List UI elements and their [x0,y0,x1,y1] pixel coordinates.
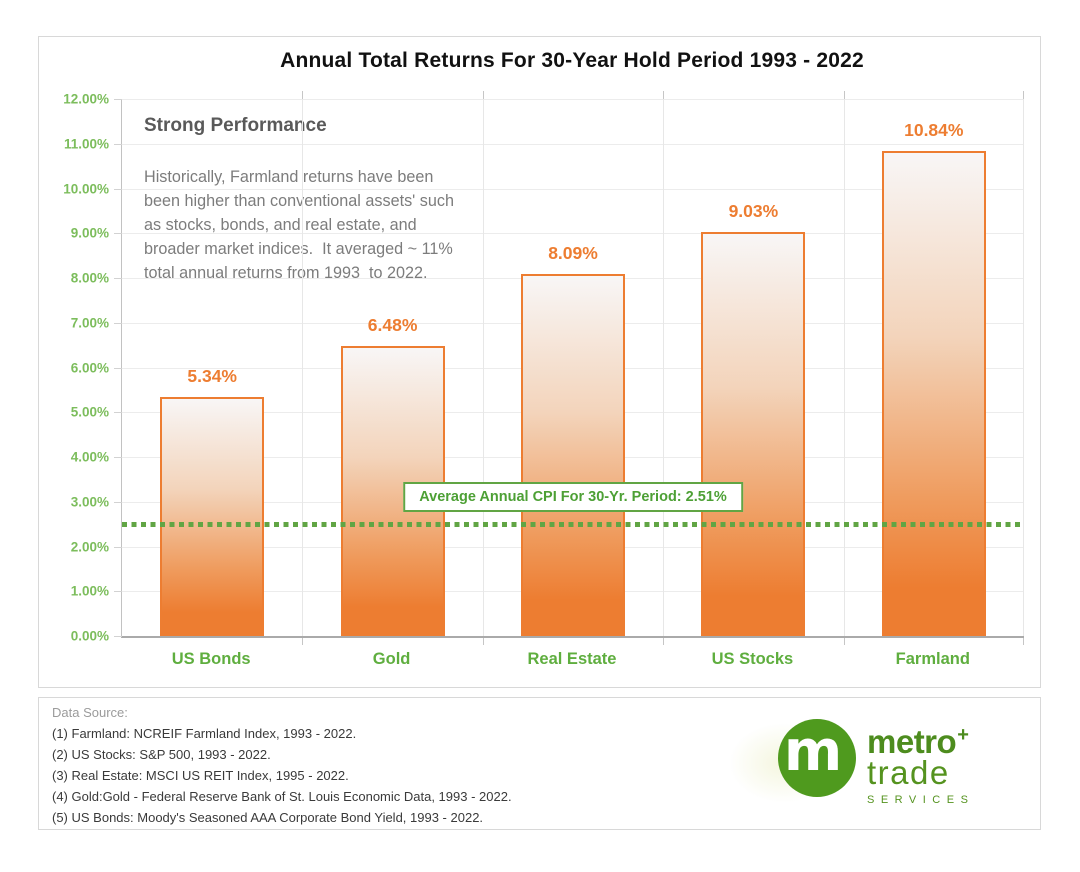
x-axis-category-label: US Bonds [171,650,251,668]
y-axis-tick-mark [114,546,122,548]
gridline-vertical [482,99,484,636]
data-source-heading: Data Source: [52,705,128,720]
logo-tagline: SERVICES [867,794,975,806]
y-axis-tick-label: 3.00% [70,494,109,510]
bar-farmland [881,150,986,636]
x-axis-tick-mark-top [302,91,304,99]
y-axis-tick-mark [114,367,122,369]
gridline-horizontal [122,188,1024,190]
y-axis-tick-mark [114,278,122,279]
y-axis-tick-mark [114,143,122,145]
x-axis-tick-mark-bottom [843,638,845,645]
data-source-item: (1) Farmland: NCREIF Farmland Index, 199… [52,726,357,741]
annotation-body: Historically, Farmland returns have been… [144,168,454,282]
plot-area: Strong Performance Historically, Farmlan… [114,91,1024,645]
gridline-horizontal [122,143,1024,145]
data-source-item: (5) US Bonds: Moody's Seasoned AAA Corpo… [52,810,484,825]
data-source-block: Data Source: (1) Farmland: NCREIF Farmla… [52,702,512,828]
y-axis-tick-mark [114,233,122,235]
y-axis-tick-mark [114,412,122,414]
y-axis-tick-label: 9.00% [70,225,109,241]
x-axis-tick-mark-top [663,91,665,99]
x-axis-category-label: Real Estate [527,650,617,668]
y-axis-tick-mark [114,457,122,458]
annotation-heading: Strong Performance [144,115,327,136]
y-axis-tick-mark [114,188,122,190]
y-axis-tick-label: 2.00% [70,539,109,554]
bar-value-label: 8.09% [548,242,598,263]
logo-name-primary: metro+ [867,723,969,760]
y-axis-tick-mark [114,501,122,503]
y-axis-tick-label: 11.00% [63,136,109,152]
y-axis-tick-label: 8.00% [70,270,109,286]
cpi-callout-label: Average Annual CPI For 30-Yr. Period: 2.… [403,481,743,512]
footer-datasource-panel: Data Source: (1) Farmland: NCREIF Farmla… [38,697,1041,830]
y-axis-tick-label: 7.00% [70,315,109,331]
cpi-reference-line [122,521,1024,527]
bar-value-label: 6.48% [367,315,418,336]
y-axis-tick-mark [114,99,122,100]
y-axis: 0.00% 1.00% 2.00% 3.00% 4.00% 5.00% 6.00% 7.00%… [39,92,111,644]
bar-us-stocks [701,231,806,636]
x-axis-tick-mark-top [843,91,845,99]
y-axis-tick-mark [114,591,122,593]
gridline-vertical [1023,99,1024,636]
y-axis-tick-label: 0.00% [70,628,109,644]
logo-monogram: m [783,719,843,784]
metrotrade-logo: m metro+ trade SERVICES [729,698,1039,831]
gridline-vertical [843,99,845,636]
logo-wordmark: metro+ trade SERVICES [867,720,974,806]
x-axis-tick-mark-bottom [302,638,304,645]
gridline-horizontal [122,233,1024,235]
data-source-item: (4) Gold:Gold - Federal Reserve Bank of … [52,789,512,804]
bar-value-label: 9.03% [728,200,779,221]
logo-name-secondary: trade [867,754,950,791]
y-axis-tick-label: 6.00% [70,360,109,375]
y-axis-tick-label: 1.00% [70,583,109,599]
plus-icon: + [957,724,969,746]
x-axis-tick-mark-bottom [482,638,484,645]
x-axis-tick-mark-top [1023,91,1024,99]
x-axis-tick-mark-bottom [1023,638,1024,645]
bar-us-bonds [160,397,265,636]
gridline-horizontal [122,99,1024,100]
chart-title: Annual Total Returns For 30-Year Hold Pe… [280,49,864,72]
gridline-vertical [663,99,665,636]
bar-value-label: 10.84% [904,119,964,140]
y-axis-tick-label: 4.00% [70,449,109,465]
y-axis-tick-label: 10.00% [63,181,109,196]
data-source-item: (2) US Stocks: S&P 500, 1993 - 2022. [52,747,271,762]
data-source-item: (3) Real Estate: MSCI US REIT Index, 199… [52,768,349,783]
logo-mark-icon: m [778,719,856,797]
y-axis-tick-mark [114,636,122,637]
x-axis-category-label: Gold [372,650,411,668]
x-axis-tick-mark-bottom [663,638,665,645]
x-axis-tick-mark-top [482,91,484,99]
gridline-vertical [302,99,304,636]
y-axis-tick-label: 12.00% [63,91,109,107]
x-axis-category-label: US Stocks [711,650,794,668]
y-axis-tick-label: 5.00% [70,404,109,420]
bar-real-estate [521,273,625,636]
y-axis-tick-mark [114,322,122,324]
chart-panel: Annual Total Returns For 30-Year Hold Pe… [38,36,1041,688]
bar-value-label: 5.34% [187,366,237,387]
x-axis-category-label: Farmland [895,650,970,668]
